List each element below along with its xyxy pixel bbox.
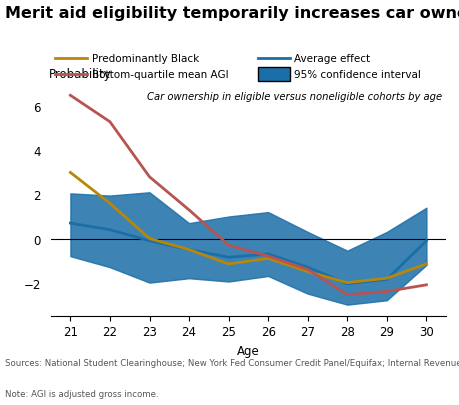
Text: Merit aid eligibility temporarily increases car ownership: Merit aid eligibility temporarily increa… [5,6,459,21]
X-axis label: Age: Age [236,344,259,357]
Text: Bottom-quartile mean AGI: Bottom-quartile mean AGI [92,70,228,80]
Text: Car ownership in eligible versus noneligible cohorts by age: Car ownership in eligible versus nonelig… [147,92,441,102]
Text: Note: AGI is adjusted gross income.: Note: AGI is adjusted gross income. [5,389,158,398]
Text: Probability: Probability [49,68,111,81]
Text: Average effect: Average effect [294,54,369,64]
Text: Sources: National Student Clearinghouse; New York Fed Consumer Credit Panel/Equi: Sources: National Student Clearinghouse;… [5,358,459,367]
Text: Predominantly Black: Predominantly Black [92,54,199,64]
Text: 95% confidence interval: 95% confidence interval [294,70,420,80]
